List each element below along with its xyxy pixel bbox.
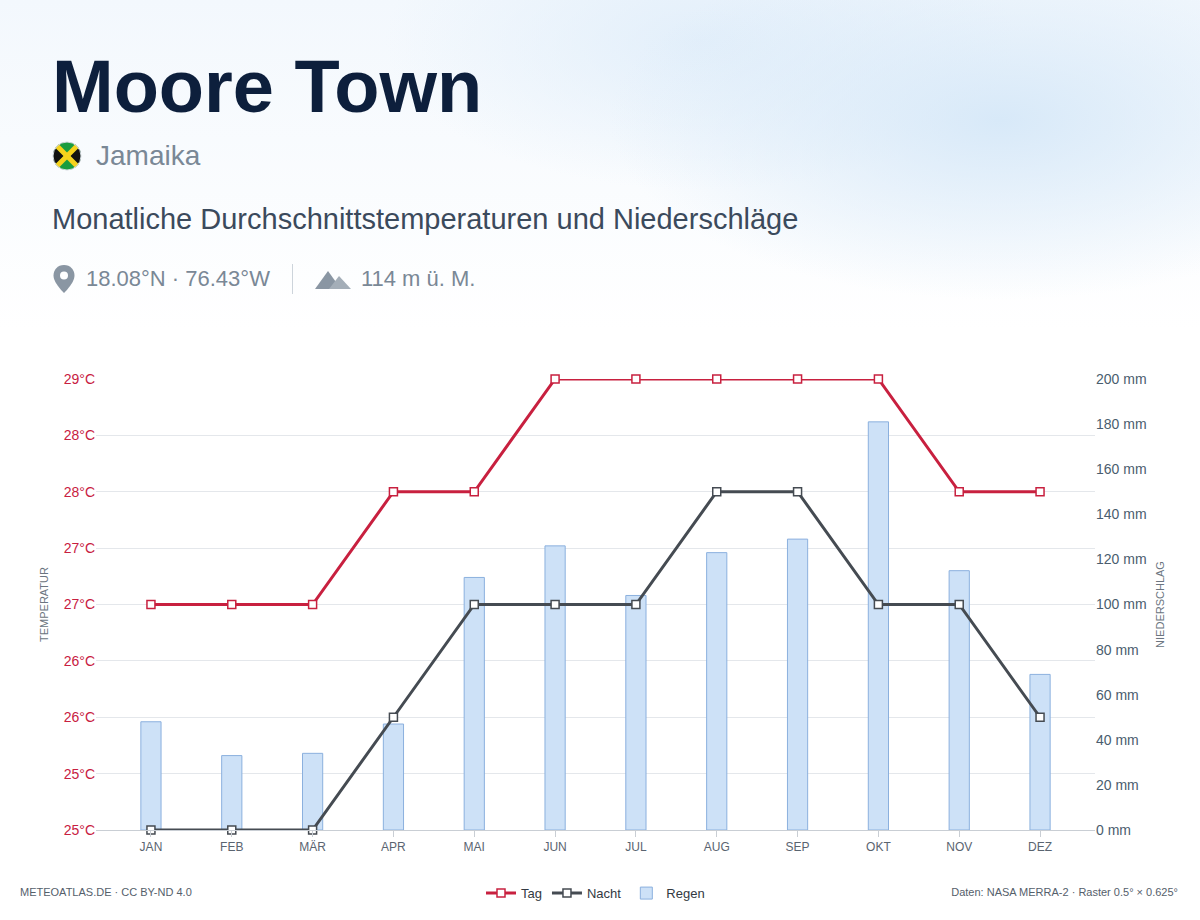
svg-text:60 mm: 60 mm xyxy=(1096,687,1139,703)
svg-text:120 mm: 120 mm xyxy=(1096,551,1147,567)
svg-text:JUN: JUN xyxy=(543,840,566,854)
svg-text:160 mm: 160 mm xyxy=(1096,461,1147,477)
svg-text:JUL: JUL xyxy=(625,840,647,854)
svg-text:NIEDERSCHLAG: NIEDERSCHLAG xyxy=(1154,561,1166,648)
svg-text:100 mm: 100 mm xyxy=(1096,596,1147,612)
html-text:Daten: NASA MERRA-2 · Raster 0: Daten: NASA MERRA-2 · Raster 0.5° × 0.62… xyxy=(951,886,1178,898)
html-text:Monatliche Durchschnittstemper: Monatliche Durchschnittstemperaturen und… xyxy=(52,203,799,235)
svg-text:Regen: Regen xyxy=(666,886,704,901)
svg-text:180 mm: 180 mm xyxy=(1096,416,1147,432)
svg-text:25°C: 25°C xyxy=(64,766,95,782)
html-text:114 m ü. M.: 114 m ü. M. xyxy=(360,266,476,291)
svg-text:SEP: SEP xyxy=(786,840,810,854)
svg-text:140 mm: 140 mm xyxy=(1096,506,1147,522)
html-text:Moore Town: Moore Town xyxy=(52,45,483,128)
svg-text:0 mm: 0 mm xyxy=(1096,822,1131,838)
html-text:18.08°N · 76.43°W: 18.08°N · 76.43°W xyxy=(86,266,270,291)
svg-text:20 mm: 20 mm xyxy=(1096,777,1139,793)
svg-text:Tag: Tag xyxy=(521,886,542,901)
svg-text:MAI: MAI xyxy=(464,840,485,854)
svg-text:28°C: 28°C xyxy=(64,484,95,500)
svg-text:40 mm: 40 mm xyxy=(1096,732,1139,748)
svg-text:27°C: 27°C xyxy=(64,540,95,556)
svg-text:MÄR: MÄR xyxy=(299,840,326,854)
svg-text:Nacht: Nacht xyxy=(587,886,621,901)
html-text:METEOATLAS.DE · CC BY-ND 4.0: METEOATLAS.DE · CC BY-ND 4.0 xyxy=(20,886,192,898)
svg-text:80 mm: 80 mm xyxy=(1096,642,1139,658)
svg-text:AUG: AUG xyxy=(704,840,730,854)
svg-text:TEMPERATUR: TEMPERATUR xyxy=(38,567,50,642)
svg-text:DEZ: DEZ xyxy=(1028,840,1052,854)
svg-text:OKT: OKT xyxy=(866,840,891,854)
svg-text:27°C: 27°C xyxy=(64,596,95,612)
svg-text:25°C: 25°C xyxy=(64,822,95,838)
svg-text:200 mm: 200 mm xyxy=(1096,371,1147,387)
svg-text:FEB: FEB xyxy=(220,840,243,854)
svg-text:26°C: 26°C xyxy=(64,653,95,669)
svg-text:26°C: 26°C xyxy=(64,709,95,725)
svg-text:JAN: JAN xyxy=(140,840,163,854)
svg-text:28°C: 28°C xyxy=(64,427,95,443)
svg-text:29°C: 29°C xyxy=(64,371,95,387)
html-text:Jamaika: Jamaika xyxy=(96,140,201,171)
svg-text:NOV: NOV xyxy=(946,840,972,854)
svg-text:APR: APR xyxy=(381,840,406,854)
